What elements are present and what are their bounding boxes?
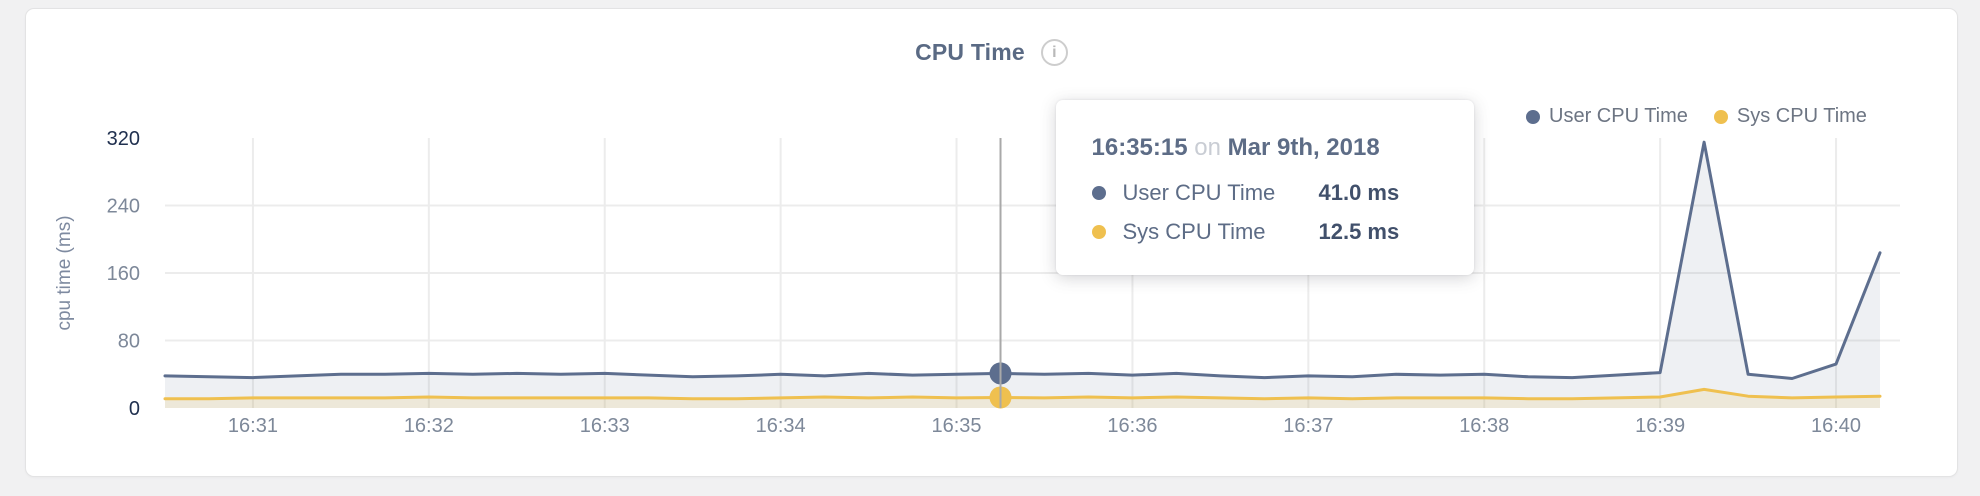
y-tick-80: 80 xyxy=(118,331,140,353)
legend-label-user: User CPU Time xyxy=(1549,105,1688,127)
y-axis-title: cpu time (ms) xyxy=(54,215,75,330)
tooltip-time: 16:35:15 xyxy=(1091,134,1188,161)
chart-header: CPU Time i xyxy=(26,39,1957,66)
tooltip-label-sys: Sys CPU Time xyxy=(1122,219,1266,244)
tooltip-row-user: User CPU Time 41.0 ms xyxy=(1091,180,1446,206)
chart-tooltip: 16:35:15 on Mar 9th, 2018 User CPU Time … xyxy=(1055,100,1474,275)
sys-cpu-time-line xyxy=(163,387,1882,401)
x-tick-16:40: 16:40 xyxy=(1811,415,1861,437)
x-tick-16:38: 16:38 xyxy=(1459,415,1509,437)
y-tick-0: 0 xyxy=(129,398,140,420)
tooltip-label-user: User CPU Time xyxy=(1122,180,1276,205)
tooltip-date: Mar 9th, 2018 xyxy=(1227,134,1380,161)
y-tick-240: 240 xyxy=(107,196,140,218)
legend-dot-sys-icon xyxy=(1713,109,1728,124)
x-tick-16:34: 16:34 xyxy=(756,415,806,437)
chart-legend: User CPU Time Sys CPU Time xyxy=(1526,105,1867,128)
tooltip-timestamp: 16:35:15 on Mar 9th, 2018 xyxy=(1092,134,1446,162)
tooltip-row-sys: Sys CPU Time 12.5 ms xyxy=(1091,219,1446,245)
legend-item-user-cpu[interactable]: User CPU Time xyxy=(1526,105,1688,128)
x-tick-16:33: 16:33 xyxy=(580,415,630,437)
tooltip-dot-user-icon xyxy=(1091,186,1106,200)
x-tick-16:36: 16:36 xyxy=(1107,415,1157,437)
x-tick-16:39: 16:39 xyxy=(1635,415,1685,437)
x-tick-16:31: 16:31 xyxy=(228,415,278,437)
x-tick-16:35: 16:35 xyxy=(932,415,982,437)
x-tick-16:37: 16:37 xyxy=(1283,415,1333,437)
y-tick-320: 320 xyxy=(107,128,140,150)
tooltip-connector: on xyxy=(1194,134,1221,161)
tooltip-value-sys: 12.5 ms xyxy=(1318,219,1400,244)
y-tick-160: 160 xyxy=(107,263,140,285)
legend-label-sys: Sys CPU Time xyxy=(1736,105,1867,127)
chart-title: CPU Time xyxy=(915,39,1025,65)
tooltip-dot-sys-icon xyxy=(1091,225,1106,239)
legend-dot-user-icon xyxy=(1526,109,1540,124)
info-icon[interactable]: i xyxy=(1040,39,1068,66)
tooltip-value-user: 41.0 ms xyxy=(1318,180,1400,205)
x-tick-16:32: 16:32 xyxy=(404,415,454,437)
user-cpu-time-area xyxy=(165,142,1880,408)
legend-item-sys-cpu[interactable]: Sys CPU Time xyxy=(1713,105,1867,128)
user-cpu-time-line xyxy=(163,140,1882,380)
